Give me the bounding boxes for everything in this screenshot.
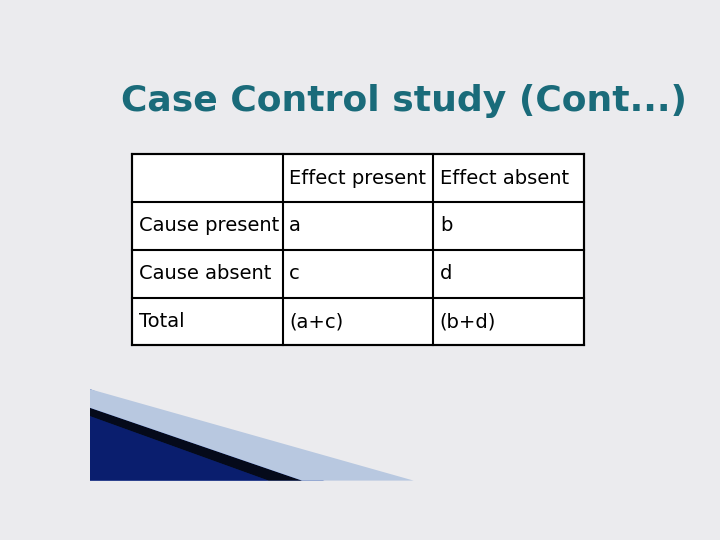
Polygon shape (90, 416, 269, 481)
Text: Cause absent: Cause absent (138, 264, 271, 284)
Text: Total: Total (138, 312, 184, 331)
Text: Case Control study (Cont...): Case Control study (Cont...) (121, 84, 687, 118)
Bar (132, 154, 584, 346)
Text: Effect absent: Effect absent (440, 168, 569, 187)
Polygon shape (90, 408, 302, 481)
Text: d: d (440, 264, 452, 284)
Text: a: a (289, 217, 301, 235)
Text: Effect present: Effect present (289, 168, 426, 187)
Text: (b+d): (b+d) (440, 312, 496, 331)
Text: b: b (440, 217, 452, 235)
Text: c: c (289, 264, 300, 284)
Text: (a+c): (a+c) (289, 312, 343, 331)
Polygon shape (90, 389, 324, 481)
Polygon shape (90, 389, 413, 481)
Text: Cause present: Cause present (138, 217, 279, 235)
